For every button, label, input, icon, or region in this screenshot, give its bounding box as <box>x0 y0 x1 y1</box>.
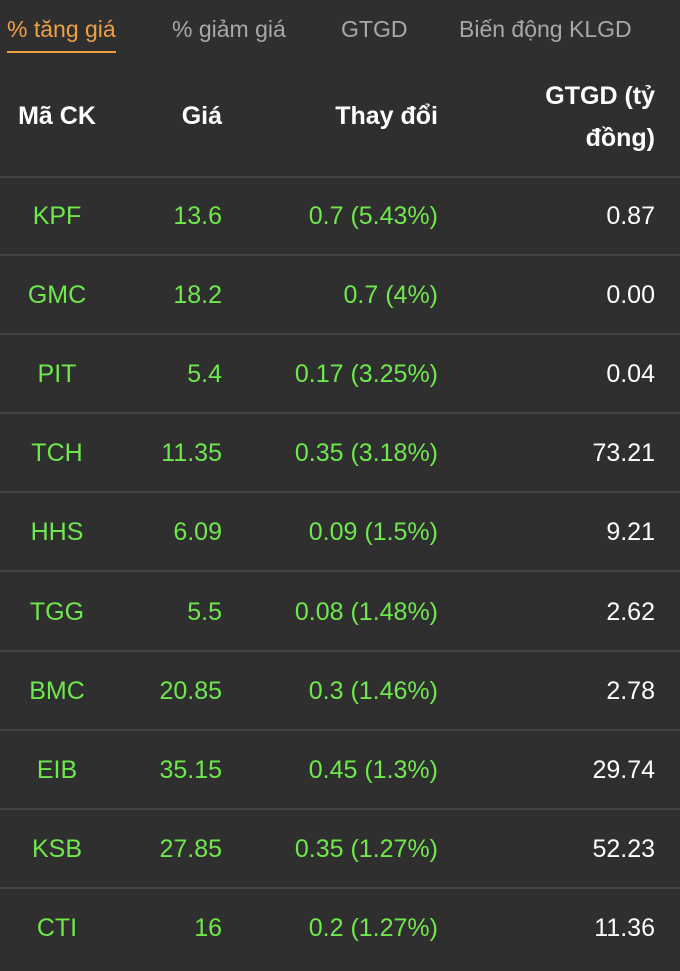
symbol: TGG <box>29 597 85 626</box>
tab[interactable]: % giảm giá <box>172 16 286 42</box>
price: 13.6 <box>173 202 222 230</box>
symbol: KPF <box>32 202 82 230</box>
change: 0.09 (1.5%) <box>308 518 438 547</box>
symbol: KSB <box>31 834 83 863</box>
price: 6.09 <box>173 518 222 547</box>
value: 0.87 <box>606 202 655 230</box>
symbol: GMC <box>27 281 87 310</box>
symbol: TCH <box>31 439 83 468</box>
row-separator <box>0 649 680 652</box>
change: 0.45 (1.3%) <box>308 755 438 784</box>
symbol: BMC <box>29 676 85 705</box>
tab[interactable]: GTGD <box>341 16 408 42</box>
price: 35.15 <box>159 755 222 784</box>
price: 5.4 <box>187 360 222 389</box>
price: 16 <box>194 913 222 942</box>
change: 0.17 (3.25%) <box>294 360 438 389</box>
column-header: Thay đổi <box>335 102 438 130</box>
change: 0.35 (1.27%) <box>294 834 438 863</box>
row-separator <box>0 333 680 336</box>
row-separator <box>0 886 680 889</box>
symbol: PIT <box>37 360 77 389</box>
value: 0.00 <box>606 281 655 310</box>
row-separator <box>0 570 680 573</box>
value: 2.78 <box>606 676 655 705</box>
price: 20.85 <box>159 676 222 705</box>
row-separator <box>0 807 680 810</box>
row-separator <box>0 254 680 256</box>
row-separator <box>0 176 680 178</box>
symbol: CTI <box>36 913 78 942</box>
change: 0.08 (1.48%) <box>294 597 438 626</box>
row-separator <box>0 491 680 494</box>
change: 0.7 (5.43%) <box>308 202 438 230</box>
value: 9.21 <box>606 518 655 547</box>
value: 0.04 <box>606 360 655 389</box>
change: 0.2 (1.27%) <box>308 913 438 942</box>
row-separator <box>0 728 680 731</box>
change: 0.7 (4%) <box>343 281 438 310</box>
value: 52.23 <box>592 834 655 863</box>
column-header: Giá <box>181 102 222 130</box>
symbol: HHS <box>30 518 84 547</box>
tab[interactable]: Biến động KLGD <box>459 16 632 42</box>
value: 11.36 <box>594 913 655 942</box>
symbol: EIB <box>36 755 78 784</box>
value: 73.21 <box>592 439 655 468</box>
row-separator <box>0 412 680 415</box>
change: 0.3 (1.46%) <box>308 676 438 705</box>
column-header: Mã CK <box>18 102 96 130</box>
value: 2.62 <box>606 597 655 626</box>
value: 29.74 <box>592 755 655 784</box>
price: 5.5 <box>187 597 222 626</box>
price: 18.2 <box>173 281 222 310</box>
column-header: GTGD (tỷ đồng) <box>545 82 655 152</box>
tab[interactable]: % tăng giá <box>7 16 116 53</box>
price: 11.35 <box>161 439 222 468</box>
price: 27.85 <box>159 834 222 863</box>
change: 0.35 (3.18%) <box>294 439 438 468</box>
